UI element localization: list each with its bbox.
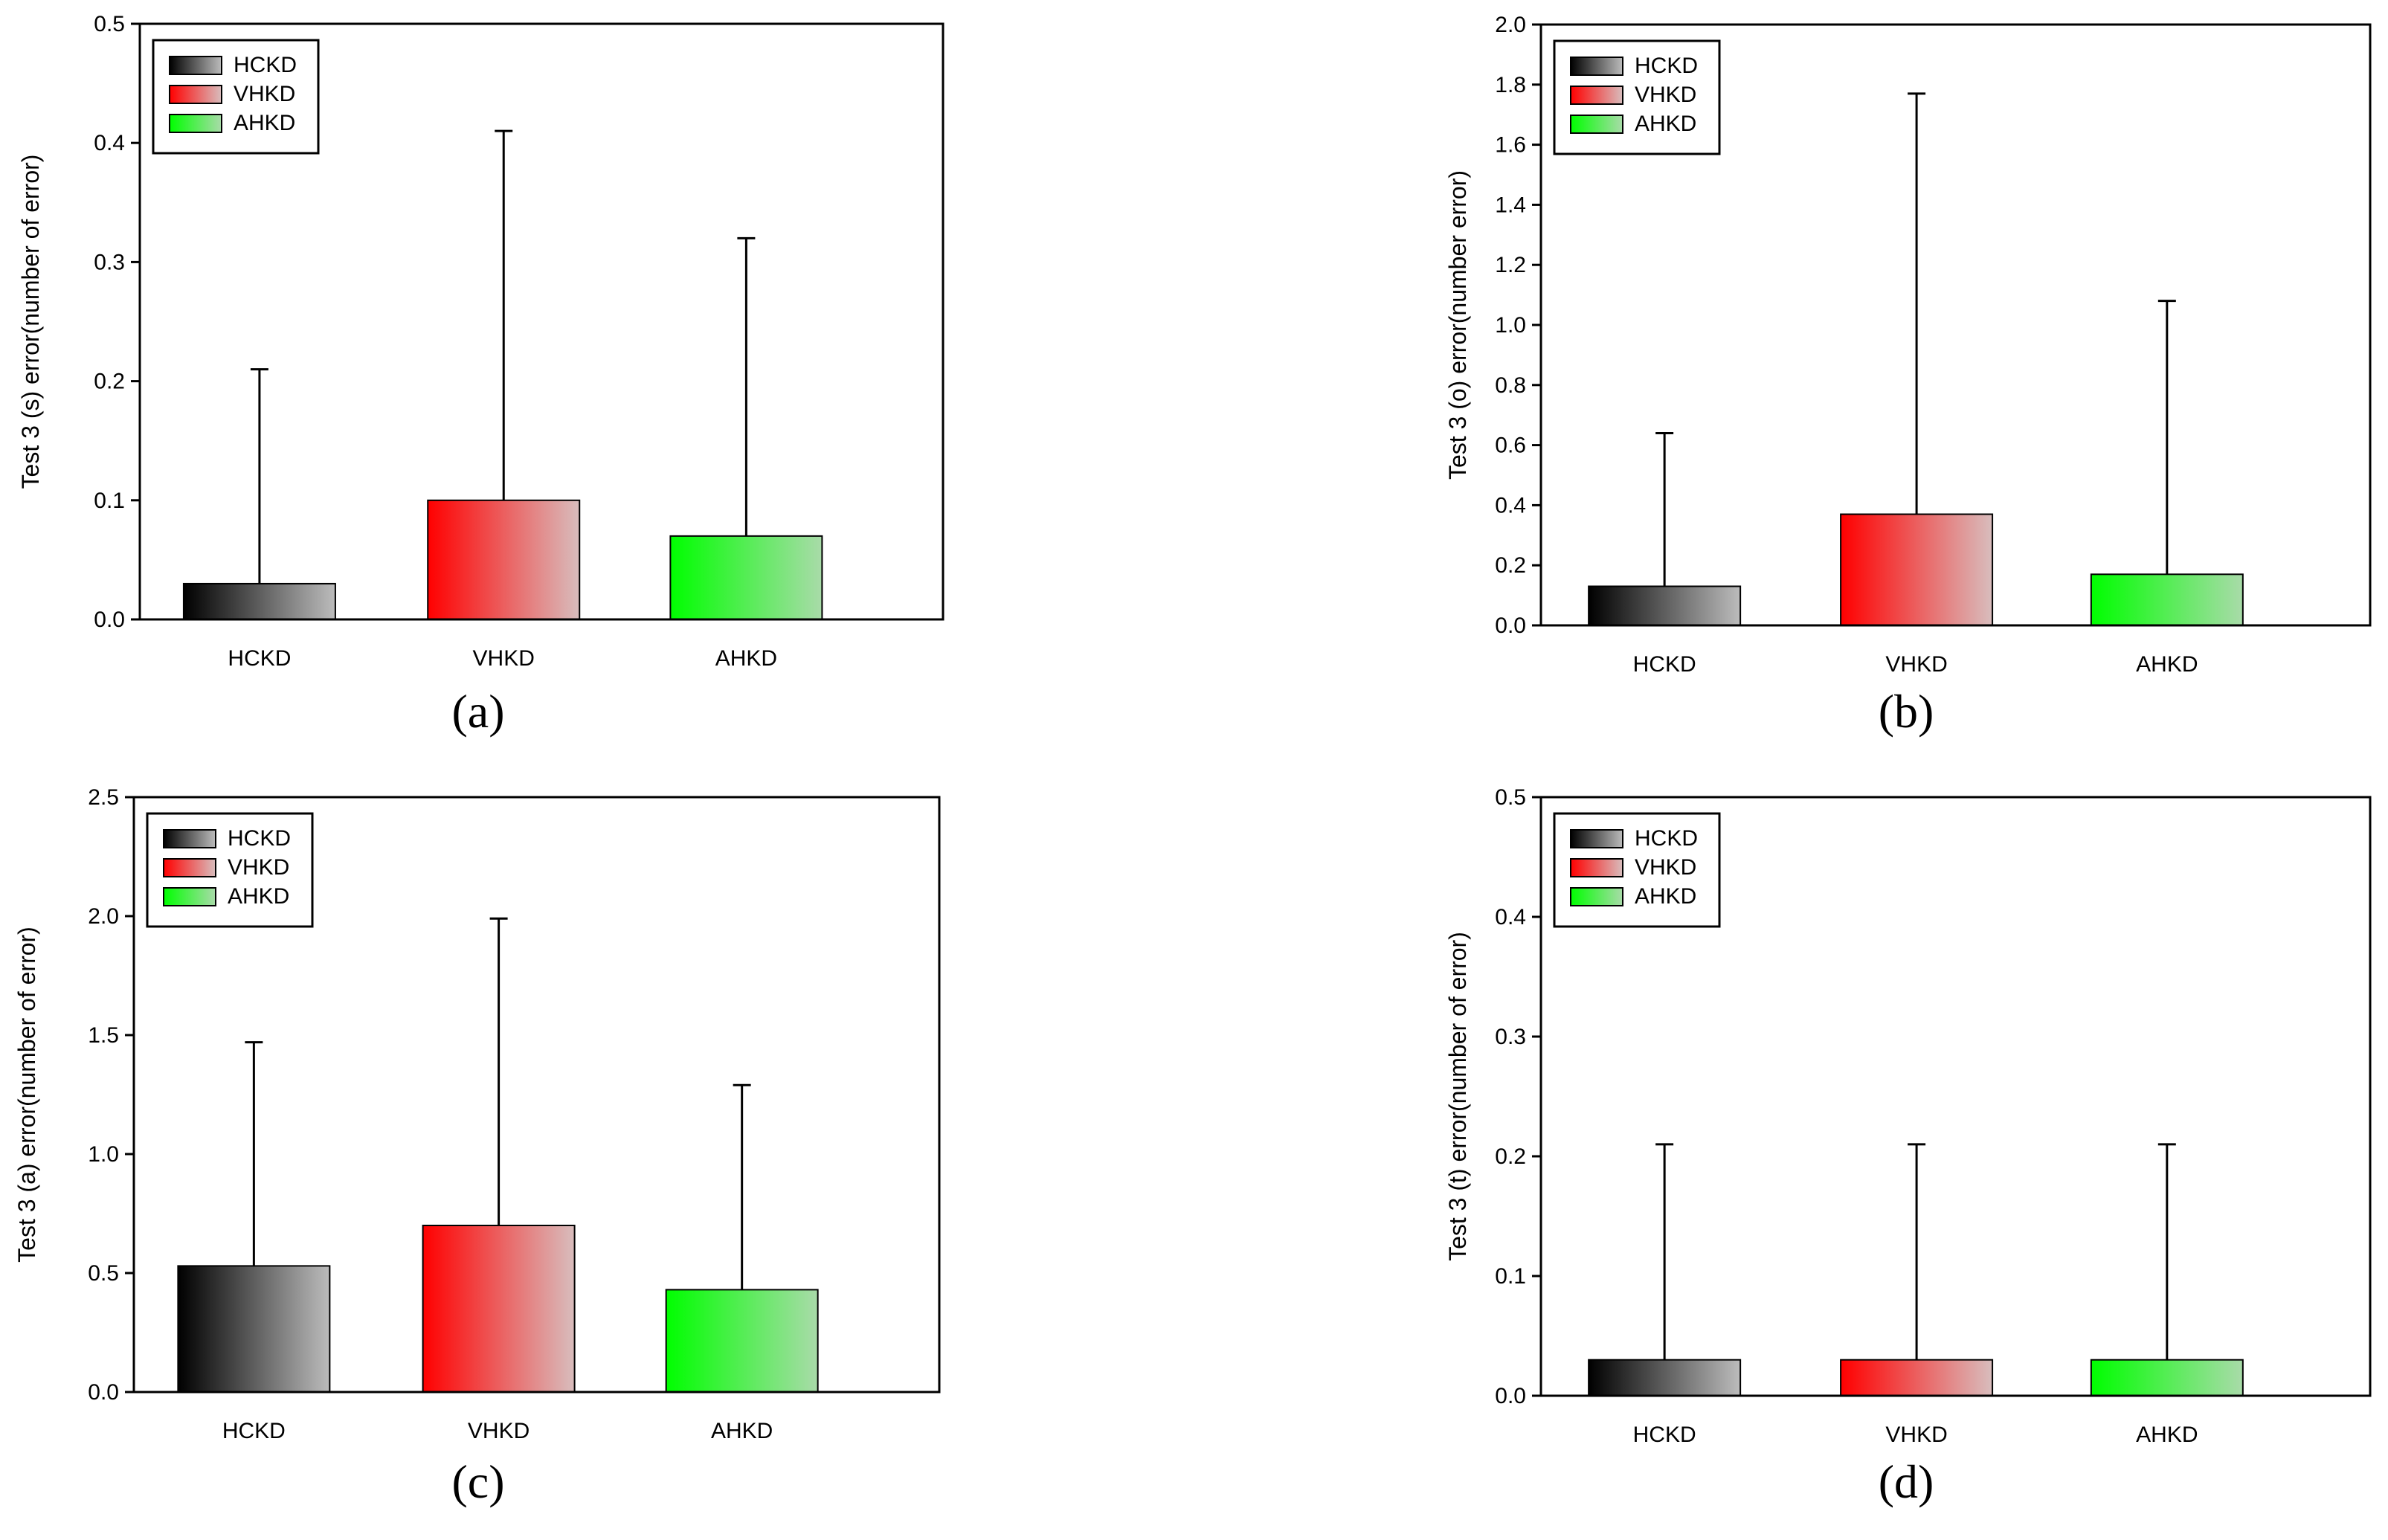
y-tick-label: 0.0 [1495, 613, 1526, 638]
bar-hckd [177, 1265, 331, 1394]
x-tick-label: VHKD [1885, 1423, 1947, 1447]
plot-frame [1539, 796, 2372, 1397]
plot-frame [138, 22, 944, 621]
y-axis-label: Test 3 (t) error(number of error) [1444, 932, 1471, 1261]
legend: HCKD VHKD AHKD [146, 812, 314, 928]
y-tick-label: 0.3 [94, 250, 125, 274]
legend-swatch-hckd [1570, 829, 1623, 848]
x-tick-label: AHKD [715, 646, 777, 671]
y-tick-label: 0.8 [1495, 373, 1526, 398]
panel-label: (a) [451, 685, 504, 738]
panel-label: (b) [1879, 685, 1934, 738]
y-tick-label: 2.0 [1495, 13, 1526, 37]
panel-label: (d) [1879, 1455, 1934, 1508]
x-tick-label: AHKD [2136, 1423, 2198, 1447]
legend-swatch-ahkd [163, 887, 216, 906]
plot-frame [132, 796, 941, 1394]
bar-vhkd [1840, 1359, 1994, 1396]
bar-ahkd [665, 1289, 819, 1394]
bar-vhkd [1840, 513, 1994, 627]
legend-swatch-vhkd [1570, 86, 1623, 105]
x-tick-label: VHKD [1885, 652, 1947, 677]
legend-swatch-hckd [169, 56, 222, 75]
y-tick-label: 0.5 [88, 1261, 119, 1286]
legend-swatch-hckd [163, 829, 216, 848]
y-axis-label: Test 3 (s) error(number of error) [17, 155, 44, 489]
legend-label-vhkd: VHKD [234, 82, 295, 106]
x-tick-label: AHKD [2136, 652, 2198, 677]
y-tick-label: 0.0 [1495, 1384, 1526, 1408]
y-tick-label: 1.2 [1495, 253, 1526, 277]
legend-label-vhkd: VHKD [228, 855, 289, 880]
y-tick-label: 1.0 [88, 1142, 119, 1167]
panel-label: (c) [451, 1455, 504, 1508]
y-tick-label: 0.4 [1495, 493, 1526, 518]
y-tick-label: 1.4 [1495, 193, 1526, 217]
legend-swatch-vhkd [1570, 858, 1623, 877]
legend-label-vhkd: VHKD [1635, 855, 1696, 880]
legend-swatch-hckd [1570, 57, 1623, 76]
y-tick-label: 0.5 [94, 12, 125, 36]
legend: HCKD VHKD AHKD [152, 39, 320, 155]
legend-label-ahkd: AHKD [1635, 884, 1696, 909]
y-tick-label: 0.1 [94, 489, 125, 513]
bar-hckd [1588, 1359, 1742, 1396]
x-tick-label: VHKD [468, 1419, 530, 1443]
y-tick-label: 2.0 [88, 904, 119, 929]
x-tick-label: AHKD [711, 1419, 773, 1443]
y-tick-label: 1.8 [1495, 73, 1526, 97]
y-tick-label: 0.0 [88, 1380, 119, 1405]
chart-panel-c: HCKD VHKD AHKD 0.0 0.5 1.0 1.5 2.0 2.5 Test 3 (a)… [13, 785, 941, 1508]
bar-ahkd [2090, 573, 2244, 627]
legend: HCKD VHKD AHKD [1553, 39, 1721, 155]
legend-label-hckd: HCKD [1635, 826, 1698, 851]
legend-label-hckd: HCKD [234, 53, 297, 77]
y-tick-label: 0.1 [1495, 1264, 1526, 1289]
chart-panel-b: HCKD VHKD AHKD 0.0 0.2 0.4 0.6 0.8 1.0 1.2 1.4 1.6 1… [1444, 13, 2372, 738]
x-tick-label: HCKD [1633, 1423, 1696, 1447]
legend-label-vhkd: VHKD [1635, 83, 1696, 107]
bar-hckd [1588, 585, 1742, 626]
chart-panel-d: HCKD VHKD AHKD 0.0 0.1 0.2 0.3 0.4 0.5 Test 3 (t)… [1444, 785, 2372, 1508]
bar-vhkd [422, 1225, 576, 1393]
y-tick-label: 0.2 [94, 370, 125, 394]
y-tick-label: 1.0 [1495, 313, 1526, 338]
y-axis-label: Test 3 (a) error(number of error) [13, 927, 40, 1263]
x-tick-label: HCKD [222, 1419, 286, 1443]
y-tick-label: 0.2 [1495, 553, 1526, 578]
y-tick-label: 0.3 [1495, 1025, 1526, 1049]
legend-swatch-ahkd [1570, 115, 1623, 134]
bar-vhkd [427, 499, 581, 620]
y-tick-label: 0.2 [1495, 1144, 1526, 1169]
y-tick-label: 1.5 [88, 1023, 119, 1048]
y-tick-label: 0.6 [1495, 434, 1526, 458]
x-tick-label: HCKD [1633, 652, 1696, 677]
y-tick-label: 0.4 [1495, 905, 1526, 930]
legend-label-ahkd: AHKD [228, 884, 289, 909]
legend-label-hckd: HCKD [228, 826, 291, 851]
y-tick-label: 2.5 [88, 785, 119, 810]
legend-swatch-vhkd [163, 858, 216, 877]
x-tick-label: VHKD [473, 646, 535, 671]
legend-swatch-vhkd [169, 85, 222, 104]
bar-ahkd [669, 535, 823, 620]
chart-panel-a: HCKD VHKD AHKD 0.0 0.1 0.2 0.3 0.4 0.5 Test 3 (s)… [17, 12, 944, 738]
y-tick-label: 0.4 [94, 131, 125, 155]
x-tick-label: HCKD [228, 646, 291, 671]
legend-swatch-ahkd [1570, 887, 1623, 906]
y-tick-label: 1.6 [1495, 133, 1526, 158]
y-axis-label: Test 3 (o) error(number error) [1444, 170, 1471, 480]
bar-hckd [182, 582, 336, 621]
y-tick-label: 0.0 [94, 608, 125, 632]
bar-ahkd [2090, 1359, 2244, 1396]
legend-label-ahkd: AHKD [234, 111, 295, 135]
legend-label-ahkd: AHKD [1635, 112, 1696, 136]
y-tick-label: 0.5 [1495, 785, 1526, 810]
legend-swatch-ahkd [169, 114, 222, 133]
legend: HCKD VHKD AHKD [1553, 812, 1721, 928]
legend-label-hckd: HCKD [1635, 54, 1698, 78]
